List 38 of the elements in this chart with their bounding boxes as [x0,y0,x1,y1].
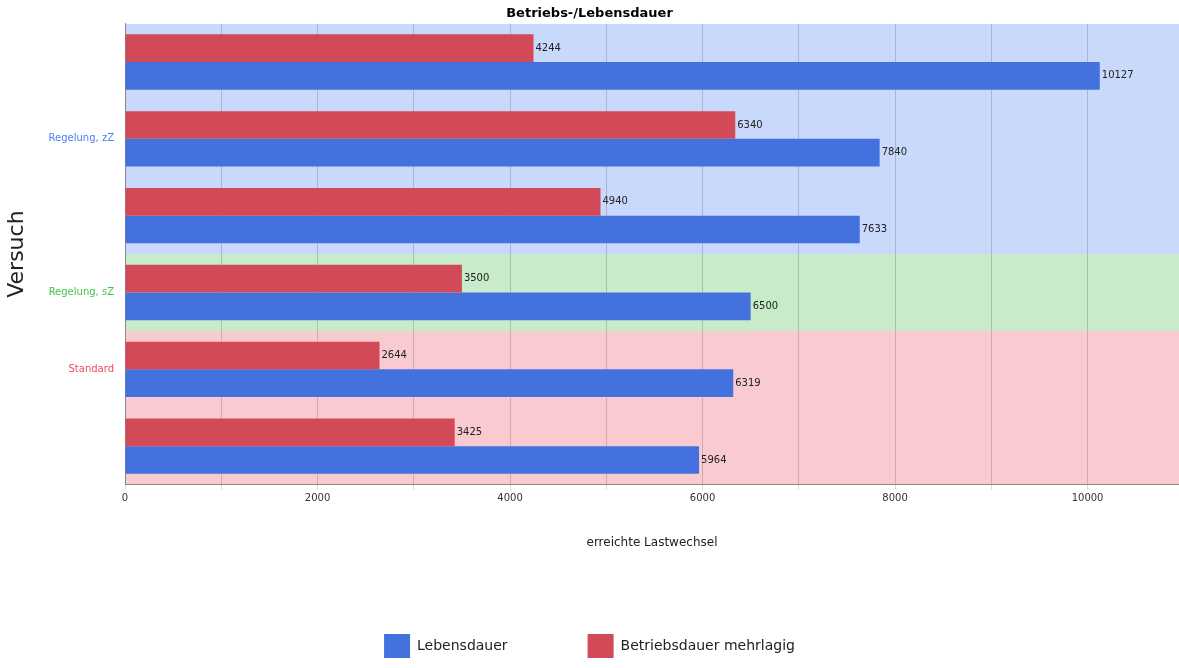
bar [125,62,1100,90]
bar [125,446,700,474]
data-label: 5964 [701,453,727,465]
x-tick-label: 8000 [882,492,908,504]
data-label: 3425 [456,425,483,437]
bar [125,111,736,139]
bar [125,292,751,321]
data-label: 4244 [535,41,561,53]
y-tick-label: Regelung, zZ [48,132,115,144]
x-tick-label: 6000 [689,492,716,504]
data-label: 4940 [602,195,628,207]
y-tick-label: Standard [68,362,114,374]
bar [125,34,534,63]
data-label: 6500 [752,299,779,311]
y-axis-title: Versuch [2,210,28,298]
bar [125,138,880,167]
data-label: 3500 [463,272,490,284]
x-axis-title: erreichte Lastwechsel [586,534,718,549]
x-tick-label: 0 [121,492,129,504]
data-label: 7840 [881,146,908,158]
bar [125,341,380,370]
bar [125,188,601,216]
bar [125,215,860,244]
legend-label: Betriebsdauer mehrlagig [620,636,795,653]
bar [125,369,734,398]
y-tick-label: Regelung, sZ [48,286,115,298]
data-label: 10127 [1101,69,1134,81]
bar [125,264,462,293]
legend-label: Lebensdauer [417,636,508,653]
chart-title: Betriebs-/Lebensdauer [506,5,674,21]
data-label: 6340 [737,118,763,130]
x-tick-label: 2000 [304,492,331,504]
x-tick-label: 4000 [497,492,523,504]
data-label: 7633 [861,223,888,235]
data-label: 6319 [735,376,761,388]
x-tick-label: 10000 [1071,492,1104,504]
bar [125,418,455,447]
data-label: 2644 [381,349,407,361]
